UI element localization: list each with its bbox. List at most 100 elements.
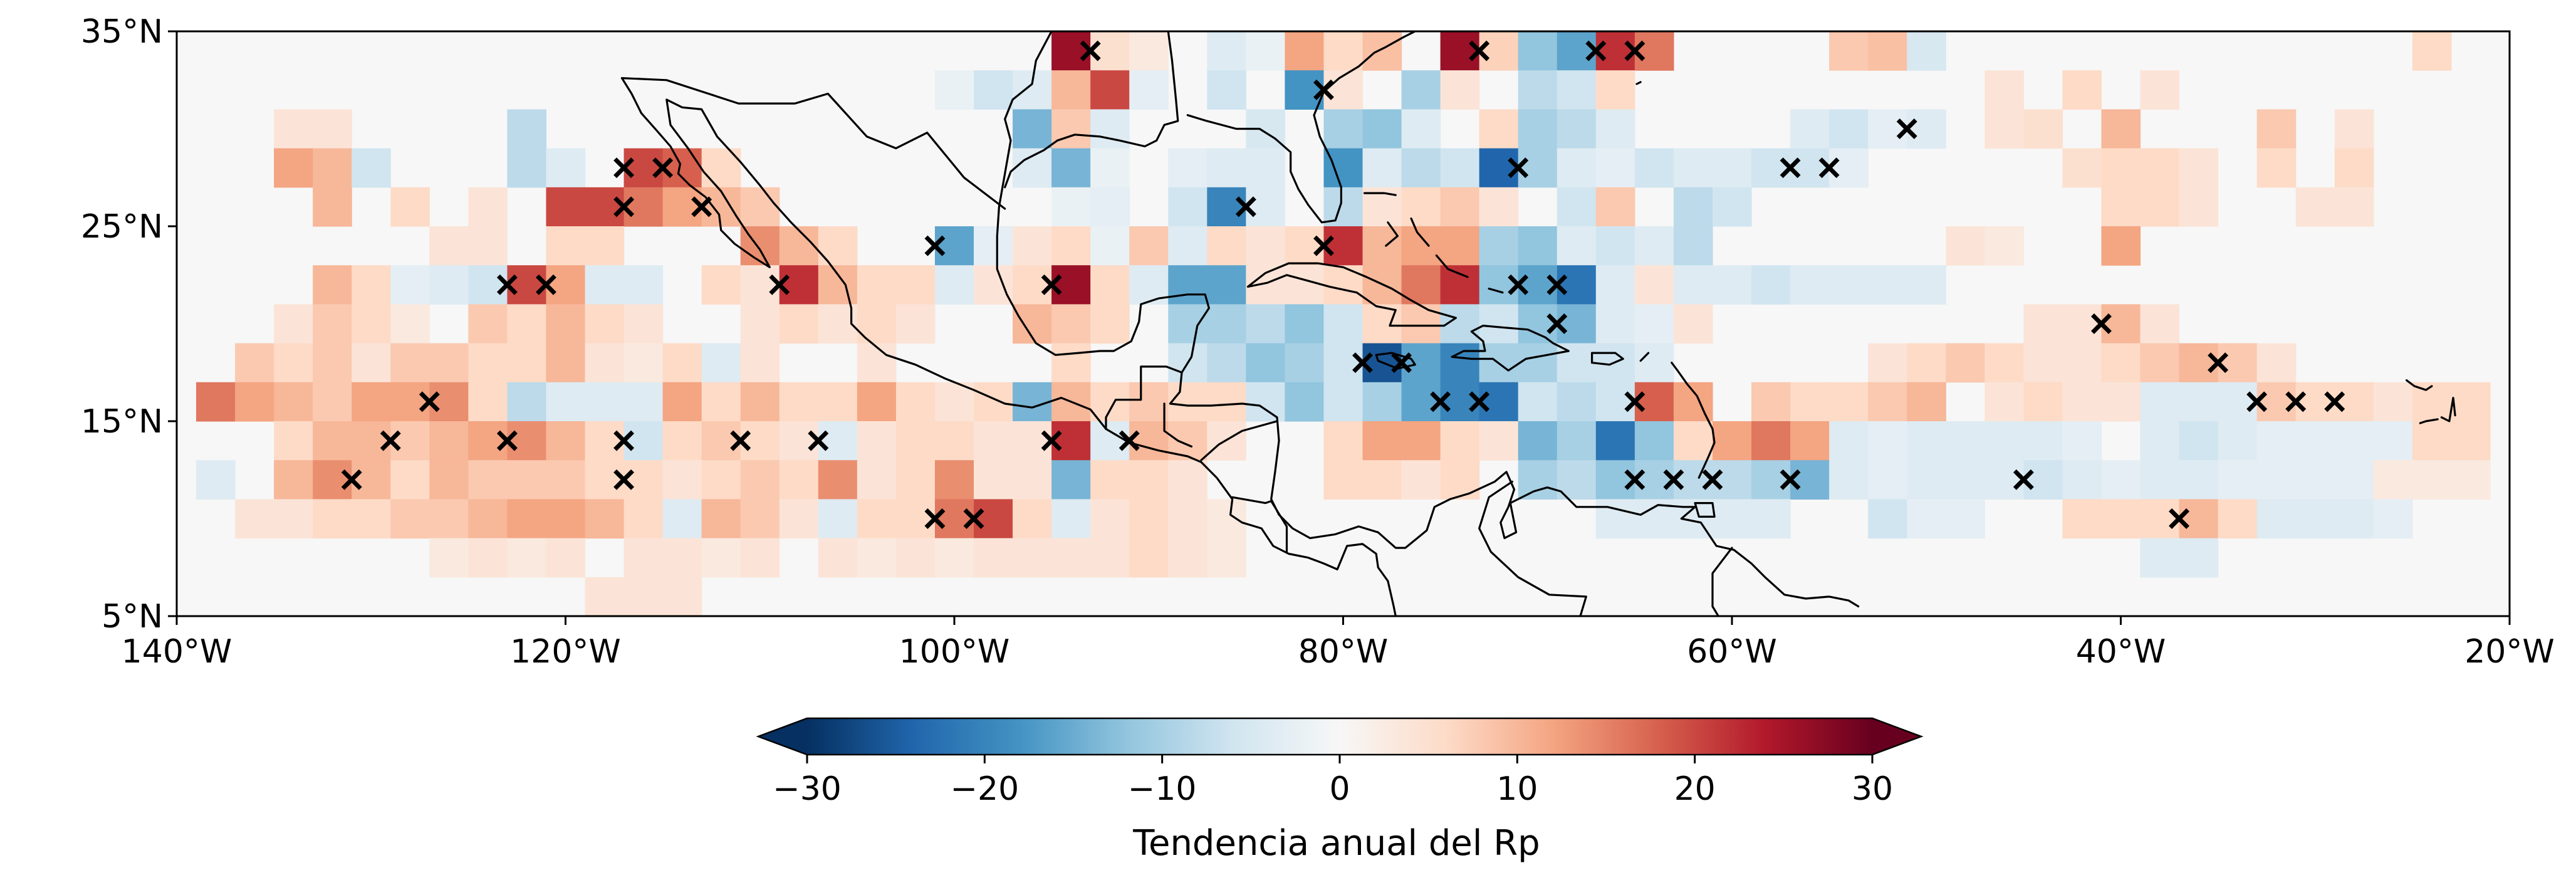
grid-cell	[390, 499, 430, 539]
y-tick-label: 25°N	[81, 208, 163, 246]
y-tick-label: 5°N	[102, 598, 163, 636]
coastline	[2419, 418, 2439, 424]
grid-cell	[740, 499, 780, 539]
grid-cell	[274, 148, 313, 188]
grid-cell	[1557, 109, 1597, 149]
grid-cell	[585, 187, 625, 227]
grid-cell	[1129, 460, 1169, 500]
grid-cell	[546, 421, 586, 461]
significance-marker	[2013, 469, 2034, 490]
significance-marker	[1508, 157, 1529, 179]
grid-cell	[662, 499, 702, 539]
grid-cell	[1868, 460, 1907, 500]
grid-cell	[1557, 382, 1597, 422]
grid-cell	[1557, 70, 1597, 110]
grid-cell	[274, 304, 313, 344]
grid-cell	[1013, 70, 1052, 110]
grid-cell	[2062, 382, 2102, 422]
grid-cell	[1013, 109, 1052, 149]
significance-marker	[1041, 430, 1062, 451]
grid-cell	[623, 343, 664, 383]
significance-marker	[1585, 40, 1607, 61]
grid-cell	[1362, 148, 1402, 188]
grid-cell	[507, 109, 547, 149]
grid-cell	[2256, 109, 2297, 149]
grid-cell	[1946, 499, 1985, 539]
grid-cell	[2451, 460, 2491, 500]
grid-cell	[2373, 460, 2413, 500]
coastline	[2440, 397, 2456, 422]
grid-cell	[779, 382, 819, 422]
coastline	[1385, 221, 1399, 247]
y-tick-label: 15°N	[81, 403, 163, 441]
grid-cell	[818, 382, 858, 422]
grid-cell	[2179, 187, 2219, 227]
grid-cell	[507, 265, 547, 305]
grid-cell	[1013, 382, 1052, 422]
grid-cell	[934, 382, 974, 422]
grid-cell	[662, 577, 702, 616]
significance-marker	[2324, 391, 2345, 412]
grid-cell	[2412, 31, 2452, 71]
significance-marker	[536, 274, 556, 295]
significance-marker	[613, 157, 635, 179]
x-tick-label: 20°W	[2464, 633, 2555, 671]
grid-cell	[2023, 109, 2063, 149]
grid-cell	[546, 343, 586, 383]
grid-cell	[1051, 109, 1091, 149]
grid-cell	[1751, 421, 1791, 461]
significance-marker	[2208, 352, 2229, 374]
grid-cell	[2295, 421, 2335, 461]
grid-cell	[1090, 31, 1130, 71]
grid-cell	[1207, 70, 1246, 110]
grid-cell	[1168, 226, 1207, 266]
grid-cell	[2412, 460, 2452, 500]
grid-cell	[1984, 421, 2024, 461]
grid-cell	[1634, 304, 1674, 344]
grid-cell	[1401, 109, 1441, 149]
grid-cell	[1440, 265, 1480, 305]
grid-cell	[857, 382, 897, 422]
grid-cell	[1129, 70, 1169, 110]
grid-cell	[313, 304, 352, 344]
significance-marker	[496, 274, 518, 295]
grid-cell	[1051, 265, 1091, 305]
grid-cell	[1323, 343, 1364, 383]
grid-cell	[468, 421, 508, 461]
colorbar-gradient	[756, 717, 1924, 756]
grid-cell	[352, 265, 391, 305]
grid-cell	[2062, 343, 2102, 383]
grid-cell	[1090, 499, 1130, 539]
grid-cell	[2218, 499, 2258, 539]
grid-cell	[1868, 382, 1907, 422]
grid-cell	[2218, 421, 2258, 461]
significance-marker	[2091, 313, 2112, 334]
coastline	[1451, 324, 1570, 372]
grid-cell	[623, 148, 664, 188]
grid-cell	[701, 187, 741, 227]
colorbar-tick-label: −20	[950, 770, 1019, 808]
grid-cell	[1829, 148, 1869, 188]
grid-cell	[1401, 460, 1441, 500]
grid-cell	[390, 187, 430, 227]
grid-cell	[1207, 187, 1246, 227]
grid-cell	[1362, 421, 1402, 461]
significance-marker	[1780, 157, 1801, 179]
grid-cell	[1595, 499, 1635, 539]
grid-cell	[1984, 382, 2024, 422]
grid-cell	[1362, 460, 1402, 500]
grid-cell	[2140, 382, 2180, 422]
grid-cell	[1673, 187, 1713, 227]
grid-cell	[1168, 265, 1207, 305]
grid-cell	[1168, 382, 1207, 422]
grid-cell	[1090, 109, 1130, 149]
grid-cell	[390, 382, 430, 422]
grid-cell	[2256, 421, 2297, 461]
y-axis: 5°N 15°N 25°N 35°N	[81, 13, 177, 636]
significance-marker	[1624, 391, 1645, 412]
grid-cell	[1634, 343, 1674, 383]
grid-cell	[2140, 187, 2180, 227]
grid-cell	[507, 148, 547, 188]
grid-cell	[196, 460, 236, 500]
grid-cell	[1479, 31, 1519, 71]
